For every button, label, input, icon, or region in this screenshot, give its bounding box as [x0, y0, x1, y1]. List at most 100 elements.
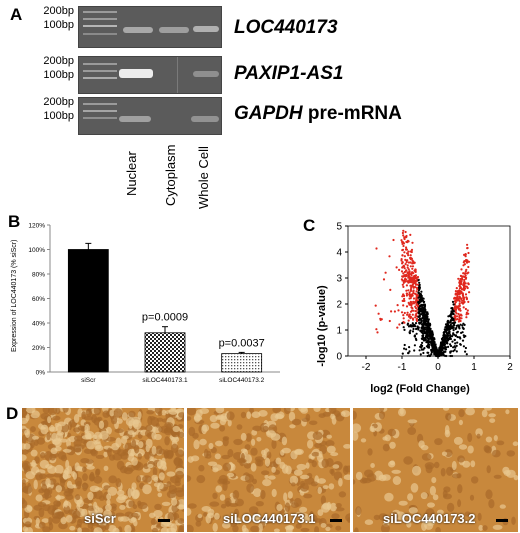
cell: [22, 479, 26, 485]
cell: [93, 408, 101, 416]
cell: [132, 419, 139, 428]
cell: [74, 462, 80, 472]
volcano-point: [466, 309, 469, 312]
volcano-point: [420, 348, 424, 351]
volcano-point: [452, 303, 455, 306]
volcano-point: [411, 241, 414, 244]
cell: [303, 493, 313, 499]
volcano-point: [408, 314, 411, 317]
cell: [193, 439, 200, 450]
volcano-point: [427, 318, 430, 321]
volcano-point: [403, 311, 406, 315]
volcano-point: [423, 318, 426, 321]
volcano-point: [407, 289, 410, 292]
volcano-point: [466, 247, 469, 250]
volcano-point: [449, 334, 452, 337]
cell: [31, 459, 36, 468]
cell: [161, 501, 171, 506]
cell: [86, 465, 95, 470]
cell: [353, 410, 357, 420]
cell: [262, 425, 269, 432]
cell: [103, 509, 112, 519]
cell: [458, 409, 465, 418]
cell: [74, 435, 84, 442]
cell: [86, 440, 96, 450]
cell: [467, 445, 474, 454]
volcano-point: [444, 339, 447, 342]
cell: [99, 495, 105, 501]
cell: [54, 511, 64, 519]
cell: [160, 460, 167, 466]
volcano-point: [418, 314, 421, 317]
volcano-point: [409, 310, 413, 313]
volcano-point: [450, 350, 453, 353]
cell: [214, 453, 221, 460]
scale-bar: [330, 519, 342, 522]
volcano-point: [401, 231, 404, 235]
cell: [222, 481, 228, 491]
cell: [493, 435, 498, 441]
cell: [219, 425, 226, 432]
cell: [219, 418, 227, 426]
volcano-point: [459, 313, 462, 316]
volcano-point: [410, 325, 413, 328]
volcano-point: [411, 267, 414, 270]
volcano-point: [459, 317, 462, 320]
cell: [464, 511, 471, 517]
gel-image-gapdh: [78, 97, 222, 135]
cell: [222, 437, 229, 447]
cell: [265, 518, 274, 524]
volcano-point: [452, 312, 455, 316]
cell: [332, 464, 340, 469]
cell: [236, 424, 243, 430]
volcano-point: [414, 322, 418, 325]
volcano-point: [465, 353, 468, 356]
cell: [212, 464, 223, 471]
volcano-point: [416, 325, 419, 328]
volcano-point: [448, 330, 451, 333]
volcano-point: [457, 312, 460, 316]
cell: [72, 472, 77, 480]
volcano-point: [449, 344, 453, 348]
volcano-point: [410, 295, 413, 298]
cell: [120, 452, 129, 460]
volcano-point: [411, 313, 414, 316]
volcano-point: [401, 240, 404, 244]
volcano-point: [427, 324, 430, 327]
cell: [195, 520, 202, 527]
cell: [22, 454, 27, 461]
cell: [137, 453, 142, 460]
size-label-200bp: 200bp: [43, 96, 74, 108]
cell: [177, 518, 184, 524]
cell: [93, 475, 103, 484]
volcano-point: [407, 319, 410, 322]
volcano-point: [411, 259, 414, 262]
cell: [408, 507, 418, 514]
volcano-point: [441, 344, 444, 347]
cell: [452, 473, 461, 479]
volcano-point: [406, 252, 409, 255]
cell: [96, 416, 103, 422]
volcano-point: [456, 295, 459, 298]
volcano-point: [402, 275, 405, 278]
cell: [119, 504, 126, 510]
cell: [67, 445, 73, 450]
cell: [325, 440, 335, 447]
volcano-point: [462, 322, 465, 325]
cell: [35, 517, 40, 527]
volcano-point: [455, 287, 458, 290]
volcano-point: [454, 308, 458, 311]
cell: [146, 409, 155, 415]
volcano-point: [416, 275, 420, 279]
cell: [87, 491, 94, 501]
volcano-point: [414, 301, 417, 304]
cell: [222, 462, 232, 472]
volcano-point: [398, 268, 401, 271]
volcano-point: [406, 322, 410, 325]
cell: [226, 411, 235, 421]
cell: [196, 475, 206, 484]
volcano-point: [455, 318, 458, 321]
cell: [90, 526, 95, 532]
lane-label-whole-cell: Whole Cell: [196, 146, 211, 209]
volcano-y-tick-label: 4: [336, 248, 342, 259]
